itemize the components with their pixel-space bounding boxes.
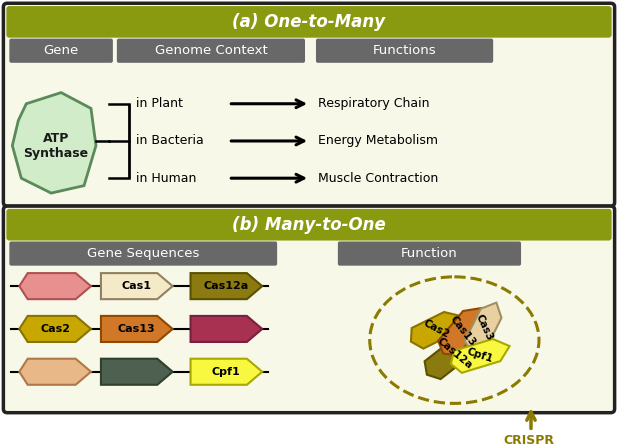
Text: Cas1: Cas1: [122, 281, 152, 291]
Text: in Human: in Human: [136, 172, 196, 185]
FancyBboxPatch shape: [316, 39, 493, 63]
Polygon shape: [101, 273, 172, 299]
FancyBboxPatch shape: [3, 3, 615, 206]
Text: ATP
Synthase: ATP Synthase: [23, 131, 89, 160]
Polygon shape: [465, 303, 501, 352]
FancyBboxPatch shape: [3, 206, 615, 412]
Text: Cas3: Cas3: [474, 312, 494, 342]
Polygon shape: [425, 331, 482, 379]
Polygon shape: [101, 359, 172, 385]
Text: CRISPR: CRISPR: [504, 434, 554, 444]
Polygon shape: [12, 93, 96, 193]
Polygon shape: [190, 359, 262, 385]
Text: (a) One-to-Many: (a) One-to-Many: [232, 13, 386, 31]
FancyBboxPatch shape: [9, 242, 277, 266]
Text: Genome Context: Genome Context: [154, 44, 268, 57]
FancyBboxPatch shape: [338, 242, 521, 266]
FancyBboxPatch shape: [117, 39, 305, 63]
Polygon shape: [411, 312, 462, 349]
Text: Cpf1: Cpf1: [212, 367, 241, 377]
Polygon shape: [19, 359, 91, 385]
Text: Cas13: Cas13: [118, 324, 156, 334]
FancyBboxPatch shape: [6, 6, 612, 38]
Text: Cas13: Cas13: [447, 314, 477, 348]
Polygon shape: [101, 316, 172, 342]
Text: Energy Metabolism: Energy Metabolism: [318, 135, 438, 147]
Polygon shape: [19, 273, 91, 299]
Text: Respiratory Chain: Respiratory Chain: [318, 97, 430, 110]
Text: Cpf1: Cpf1: [466, 346, 494, 364]
Polygon shape: [451, 339, 510, 373]
Text: Muscle Contraction: Muscle Contraction: [318, 172, 438, 185]
Text: in Plant: in Plant: [136, 97, 183, 110]
Polygon shape: [190, 316, 262, 342]
Text: Cas2: Cas2: [40, 324, 70, 334]
Polygon shape: [19, 316, 91, 342]
Text: (b) Many-to-One: (b) Many-to-One: [232, 216, 386, 234]
Polygon shape: [438, 308, 483, 355]
FancyBboxPatch shape: [9, 39, 113, 63]
Text: Gene Sequences: Gene Sequences: [87, 247, 200, 260]
Text: Gene: Gene: [43, 44, 78, 57]
FancyBboxPatch shape: [6, 209, 612, 241]
Text: Cas12a: Cas12a: [204, 281, 249, 291]
Text: Cas12a: Cas12a: [435, 336, 474, 371]
Text: Function: Function: [401, 247, 458, 260]
Polygon shape: [190, 273, 262, 299]
Text: Functions: Functions: [373, 44, 436, 57]
Text: in Bacteria: in Bacteria: [136, 135, 203, 147]
Ellipse shape: [370, 277, 539, 404]
Text: Cas2: Cas2: [421, 318, 451, 340]
